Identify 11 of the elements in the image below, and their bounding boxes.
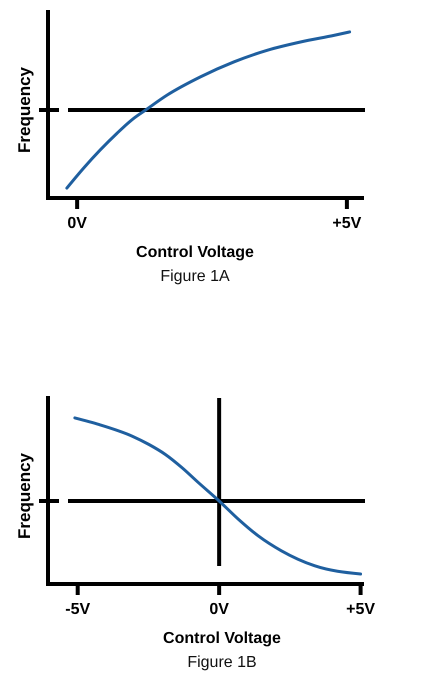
caption: Figure 1A [159,267,231,287]
x-axis-title: Control Voltage [135,243,255,263]
y-axis-title: Frequency [14,66,34,153]
x-tick-label: 0V [67,214,88,232]
x-tick-label: 0V [209,600,230,618]
x-tick-label: -5V [65,600,90,618]
caption: Figure 1B [186,653,258,673]
x-tick-label: +5V [346,600,376,618]
y-axis-title: Frequency [14,452,34,539]
x-axis-title: Control Voltage [162,629,282,649]
x-tick-label: +5V [332,214,362,232]
